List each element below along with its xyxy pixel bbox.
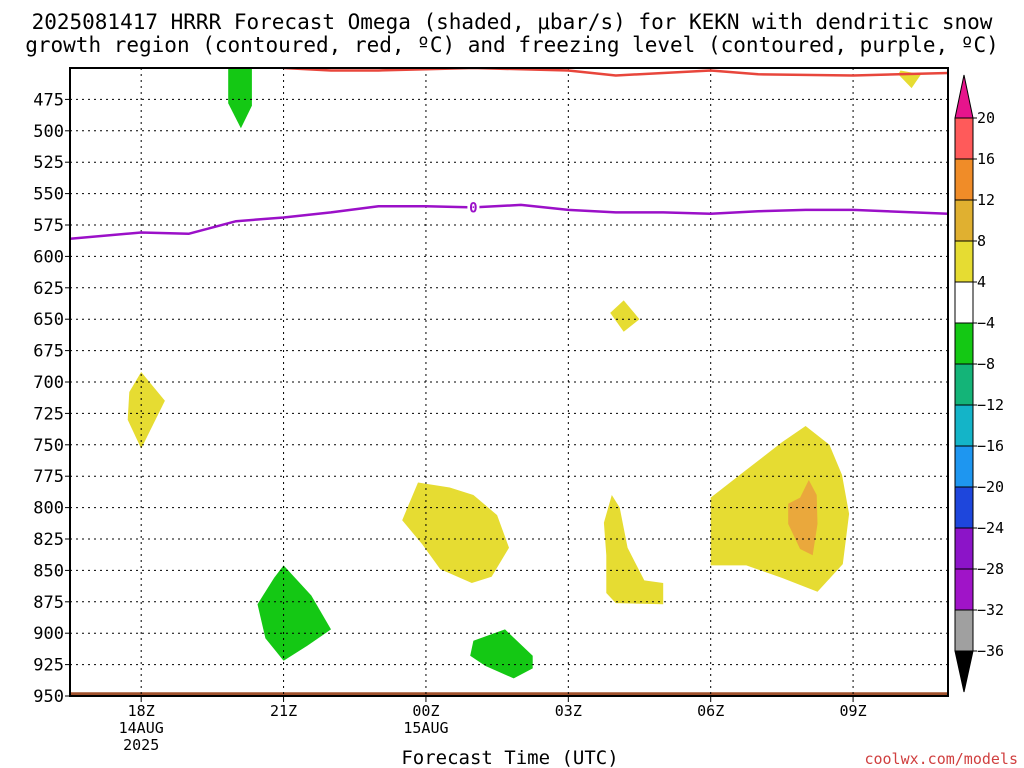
colorbar-label-6: −8 [977,355,995,373]
colorbar-label-12: −32 [977,601,1004,619]
omega-region-10 [70,692,948,696]
colorbar-label-3: 8 [977,232,986,250]
y-tick-label-600: 600 [33,247,64,267]
y-tick-label-625: 625 [33,279,64,299]
y-tick-label-500: 500 [33,122,64,142]
y-axis: 475 500 525 550 575 600 625 650 675 700 725 750 775 8… [33,90,70,707]
x-axis-title: Forecast Time (UTC) [401,747,618,768]
y-tick-label-750: 750 [33,436,64,456]
colorbar-segment-0 [954,117,974,160]
colorbar-segment-10 [954,527,974,570]
colorbar-top-arrow [954,74,974,119]
y-tick-label-700: 700 [33,373,64,393]
y-tick-label-875: 875 [33,593,64,613]
omega-region-5 [603,495,664,605]
y-tick-label-725: 725 [33,404,64,424]
omega-region-2 [610,300,640,332]
colorbar-label-0: 20 [977,109,995,127]
colorbar-label-2: 12 [977,191,995,209]
colorbar-segment-7 [954,404,974,447]
colorbar-segment-5 [954,322,974,365]
contour-lines: 0 [70,68,948,241]
colorbar-segment-8 [954,445,974,488]
x-tick-label-4-0: 06Z [697,702,724,720]
y-tick-label-850: 850 [33,561,64,581]
omega-region-4 [402,482,509,583]
omega-region-8 [257,565,331,661]
colorbar-segment-9 [954,486,974,529]
colorbar-label-8: −16 [977,437,1004,455]
colorbar-label-9: −20 [977,478,1004,496]
y-tick-label-650: 650 [33,310,64,330]
y-tick-label-475: 475 [33,90,64,110]
colorbar-segment-11 [954,568,974,611]
y-tick-label-675: 675 [33,342,64,362]
omega-region-6 [710,426,850,592]
colorbar-label-11: −28 [977,560,1004,578]
x-tick-label-2-1: 15AUG [403,719,448,737]
omega-shading [70,68,948,696]
colorbar-segment-3 [954,240,974,283]
freezing-level-label: 0 [469,200,477,216]
dgz-contour-line [283,68,948,77]
freezing-level-line [70,203,948,241]
y-tick-label-950: 950 [33,687,64,707]
y-tick-label-550: 550 [33,185,64,205]
colorbar-label-10: −24 [977,519,1004,537]
y-tick-label-900: 900 [33,624,64,644]
x-tick-label-0-2: 2025 [123,736,159,754]
colorbar-bottom-arrow [954,650,974,693]
colorbar-segment-4 [954,281,974,324]
y-tick-label-925: 925 [33,656,64,676]
freezing-level-label-bg [467,199,480,215]
x-tick-label-1-0: 21Z [270,702,297,720]
colorbar-segment-2 [954,199,974,242]
omega-region-7 [788,480,818,556]
colorbar-label-5: −4 [977,314,995,332]
colorbar-label-4: 4 [977,273,986,291]
y-tick-label-525: 525 [33,153,64,173]
colorbar-segment-6 [954,363,974,406]
grid-lines [70,68,948,696]
omega-region-3 [127,372,165,449]
x-tick-label-5-0: 09Z [840,702,867,720]
colorbar-label-13: −36 [977,642,1004,660]
colorbar-label-1: 16 [977,150,995,168]
y-tick-label-575: 575 [33,216,64,236]
y-tick-label-800: 800 [33,499,64,519]
omega-region-9 [470,629,533,679]
colorbar: 20 16 12 8 4 −4 −8 −12 −16 −20 −24 −28 −32 −36 [954,74,1004,693]
x-tick-label-2-0: 00Z [412,702,439,720]
x-tick-label-0-0: 18Z [128,702,155,720]
y-tick-label-825: 825 [33,530,64,550]
omega-region-0 [228,68,252,129]
colorbar-segment-12 [954,609,974,652]
credit-text: coolwx.com/models [864,750,1018,768]
chart-title-line-2: growth region (contoured, red, ºC) and f… [25,33,999,57]
x-tick-label-0-1: 14AUG [119,719,164,737]
colorbar-segment-1 [954,158,974,201]
x-tick-label-3-0: 03Z [555,702,582,720]
chart-title: 2025081417 HRRR Forecast Omega (shaded, … [32,10,993,34]
y-tick-label-775: 775 [33,467,64,487]
colorbar-label-7: −12 [977,396,1004,414]
